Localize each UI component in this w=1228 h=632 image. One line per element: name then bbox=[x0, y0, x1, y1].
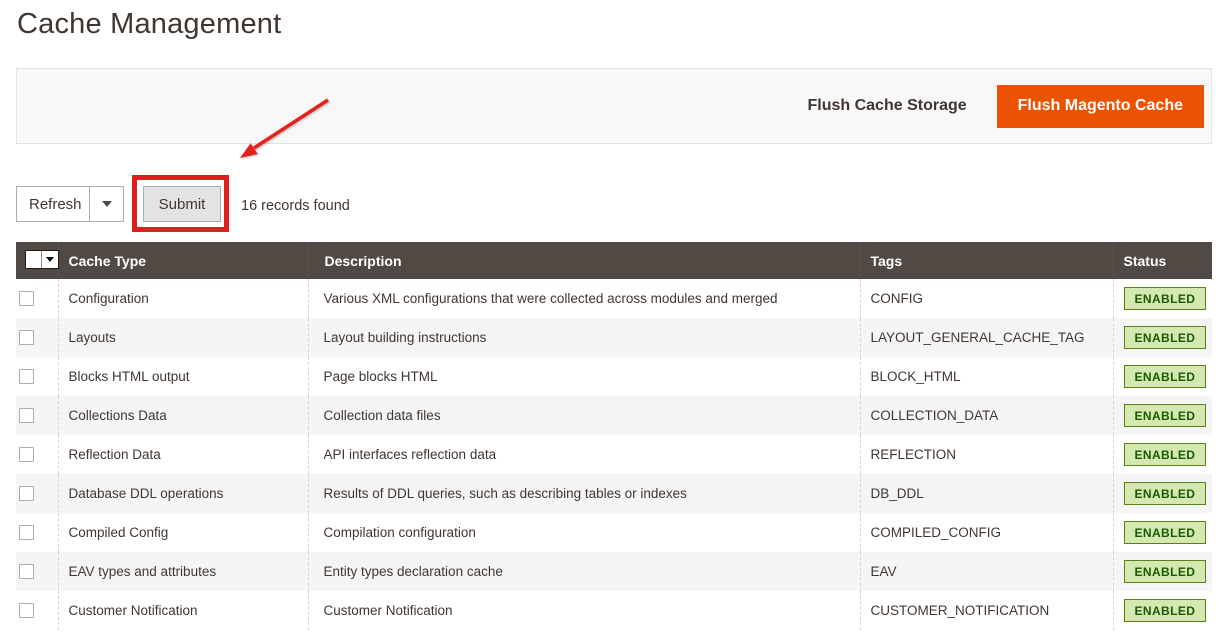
status-badge: ENABLED bbox=[1123, 404, 1207, 427]
status-badge: ENABLED bbox=[1123, 287, 1207, 310]
mass-select-control[interactable] bbox=[25, 250, 59, 269]
description-cell: Collection data files bbox=[307, 396, 860, 435]
description-cell: Compilation configuration bbox=[307, 513, 860, 552]
row-checkbox[interactable] bbox=[19, 525, 34, 541]
flush-cache-storage-button[interactable]: Flush Cache Storage bbox=[807, 97, 967, 114]
select-all-checkbox[interactable] bbox=[26, 251, 41, 268]
description-cell: Various XML configurations that were col… bbox=[307, 279, 860, 318]
table-row: Reflection Data API interfaces reflection… bbox=[16, 435, 1212, 474]
description-cell: Entity types declaration cache bbox=[307, 552, 860, 591]
row-checkbox[interactable] bbox=[19, 564, 34, 580]
submit-button[interactable]: Submit bbox=[143, 186, 221, 222]
cache-type-cell: Blocks HTML output bbox=[57, 357, 308, 396]
status-cell: ENABLED bbox=[1112, 357, 1212, 396]
description-cell: Page blocks HTML bbox=[307, 357, 860, 396]
cache-grid: Cache Type Description Tags Status Confi… bbox=[16, 242, 1212, 630]
status-badge: ENABLED bbox=[1123, 599, 1207, 622]
tags-cell: COLLECTION_DATA bbox=[859, 396, 1113, 435]
status-cell: ENABLED bbox=[1112, 396, 1212, 435]
cache-type-cell: Reflection Data bbox=[57, 435, 308, 474]
cache-type-cell: Configuration bbox=[57, 279, 308, 318]
status-badge: ENABLED bbox=[1123, 560, 1207, 583]
column-header-cache-type[interactable]: Cache Type bbox=[57, 242, 308, 279]
table-row: Customer Notification Customer Notificati… bbox=[16, 591, 1212, 630]
table-row: Configuration Various XML configurations … bbox=[16, 279, 1212, 318]
row-checkbox[interactable] bbox=[19, 447, 34, 463]
row-checkbox[interactable] bbox=[19, 486, 34, 502]
table-row: Compiled Config Compilation configuration… bbox=[16, 513, 1212, 552]
select-all-dropdown-button[interactable] bbox=[41, 251, 58, 268]
status-badge: ENABLED bbox=[1123, 482, 1207, 505]
chevron-down-icon bbox=[46, 257, 54, 262]
status-cell: ENABLED bbox=[1112, 435, 1212, 474]
status-cell: ENABLED bbox=[1112, 513, 1212, 552]
table-row: Collections Data Collection data files COL… bbox=[16, 396, 1212, 435]
status-cell: ENABLED bbox=[1112, 591, 1212, 630]
row-checkbox-cell bbox=[16, 513, 58, 552]
row-checkbox-cell bbox=[16, 552, 58, 591]
status-badge: ENABLED bbox=[1123, 326, 1207, 349]
column-header-tags[interactable]: Tags bbox=[859, 242, 1113, 279]
row-checkbox-cell bbox=[16, 357, 58, 396]
cache-type-cell: Compiled Config bbox=[57, 513, 308, 552]
status-cell: ENABLED bbox=[1112, 552, 1212, 591]
row-checkbox[interactable] bbox=[19, 408, 34, 424]
tags-cell: CONFIG bbox=[859, 279, 1113, 318]
table-header-row: Cache Type Description Tags Status bbox=[16, 242, 1212, 279]
status-badge: ENABLED bbox=[1123, 443, 1207, 466]
tags-cell: DB_DDL bbox=[859, 474, 1113, 513]
page-actions-panel: Flush Cache Storage Flush Magento Cache bbox=[16, 68, 1212, 144]
chevron-down-icon bbox=[101, 201, 112, 207]
table-row: Blocks HTML output Page blocks HTML BLOCK_… bbox=[16, 357, 1212, 396]
tags-cell: REFLECTION bbox=[859, 435, 1113, 474]
row-checkbox-cell bbox=[16, 396, 58, 435]
table-row: Database DDL operations Results of DDL qu… bbox=[16, 474, 1212, 513]
status-badge: ENABLED bbox=[1123, 365, 1207, 388]
table-row: Layouts Layout building instructions LAYOU… bbox=[16, 318, 1212, 357]
row-checkbox[interactable] bbox=[19, 291, 34, 307]
row-checkbox-cell bbox=[16, 474, 58, 513]
row-checkbox[interactable] bbox=[19, 330, 34, 346]
select-all-header-cell bbox=[16, 242, 59, 279]
records-found-text: 16 records found bbox=[241, 198, 350, 214]
tags-cell: LAYOUT_GENERAL_CACHE_TAG bbox=[859, 318, 1113, 357]
cache-type-cell: Customer Notification bbox=[57, 591, 308, 630]
flush-magento-cache-button[interactable]: Flush Magento Cache bbox=[996, 84, 1204, 128]
mass-action-selected-value: Refresh bbox=[29, 195, 82, 213]
row-checkbox-cell bbox=[16, 279, 58, 318]
table-row: EAV types and attributes Entity types dec… bbox=[16, 552, 1212, 591]
cache-table-body: Configuration Various XML configurations … bbox=[16, 279, 1212, 630]
description-cell: Layout building instructions bbox=[307, 318, 860, 357]
cache-type-cell: EAV types and attributes bbox=[57, 552, 308, 591]
status-cell: ENABLED bbox=[1112, 474, 1212, 513]
row-checkbox[interactable] bbox=[19, 369, 34, 385]
row-checkbox-cell bbox=[16, 318, 58, 357]
description-cell: Customer Notification bbox=[307, 591, 860, 630]
tags-cell: BLOCK_HTML bbox=[859, 357, 1113, 396]
tags-cell: EAV bbox=[859, 552, 1113, 591]
row-checkbox-cell bbox=[16, 435, 58, 474]
cache-type-cell: Database DDL operations bbox=[57, 474, 308, 513]
status-cell: ENABLED bbox=[1112, 318, 1212, 357]
column-header-description[interactable]: Description bbox=[307, 242, 860, 279]
status-badge: ENABLED bbox=[1123, 521, 1207, 544]
description-cell: API interfaces reflection data bbox=[307, 435, 860, 474]
mass-action-dropdown-button[interactable] bbox=[89, 187, 123, 221]
tags-cell: COMPILED_CONFIG bbox=[859, 513, 1113, 552]
cache-type-cell: Collections Data bbox=[57, 396, 308, 435]
row-checkbox-cell bbox=[16, 591, 58, 630]
column-header-status[interactable]: Status bbox=[1112, 242, 1212, 279]
mass-action-select[interactable]: Refresh bbox=[16, 186, 124, 222]
page-title: Cache Management bbox=[17, 8, 282, 40]
tags-cell: CUSTOMER_NOTIFICATION bbox=[859, 591, 1113, 630]
status-cell: ENABLED bbox=[1112, 279, 1212, 318]
row-checkbox[interactable] bbox=[19, 603, 34, 619]
description-cell: Results of DDL queries, such as describi… bbox=[307, 474, 860, 513]
cache-type-cell: Layouts bbox=[57, 318, 308, 357]
